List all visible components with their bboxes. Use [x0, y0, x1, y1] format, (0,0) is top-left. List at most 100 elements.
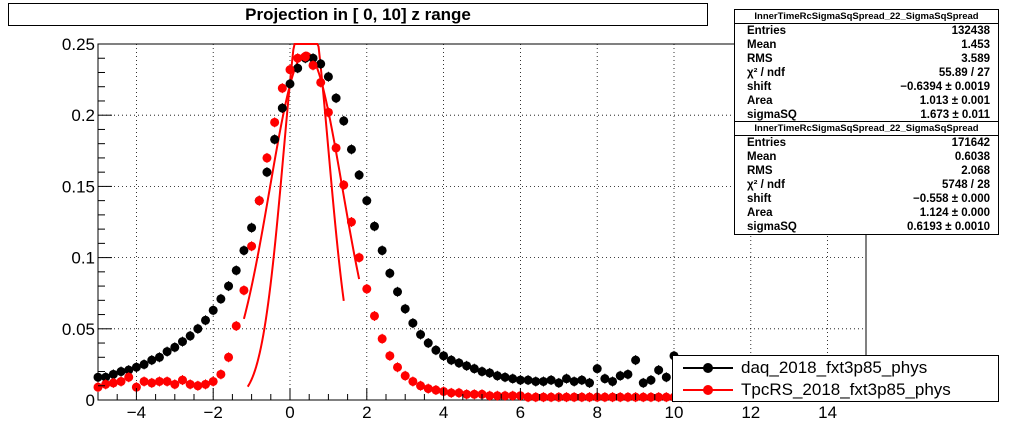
- data-point: [585, 392, 595, 402]
- data-point: [208, 305, 218, 315]
- data-point: [615, 392, 625, 402]
- data-point: [101, 379, 111, 389]
- y-tick-label: 0.05: [62, 320, 95, 339]
- data-point: [177, 375, 187, 385]
- data-point: [531, 392, 541, 402]
- data-point: [270, 134, 280, 144]
- data-point: [377, 245, 387, 255]
- data-point: [531, 376, 541, 386]
- data-point: [431, 385, 441, 395]
- data-point: [262, 153, 272, 163]
- data-point: [369, 221, 379, 231]
- data-point: [485, 391, 495, 401]
- data-point: [170, 379, 180, 389]
- data-point: [446, 355, 456, 365]
- data-point: [139, 376, 149, 386]
- data-point: [615, 371, 625, 381]
- data-point: [608, 392, 618, 402]
- stats-row: Area 1.013 ± 0.001: [747, 95, 990, 107]
- legend-label: TpcRS_2018_fxt3p85_phys: [741, 380, 951, 399]
- data-point: [293, 63, 303, 73]
- data-point: [308, 60, 318, 70]
- data-point: [201, 315, 211, 325]
- data-point: [139, 359, 149, 369]
- x-tick-label: 12: [741, 403, 760, 422]
- data-point: [323, 72, 333, 82]
- data-point: [500, 372, 510, 382]
- data-point: [492, 371, 502, 381]
- y-tick-label: 0.1: [71, 249, 95, 268]
- data-point: [208, 376, 218, 386]
- data-point: [654, 365, 664, 375]
- data-point: [231, 265, 241, 275]
- data-point: [316, 59, 326, 69]
- data-point: [216, 294, 226, 304]
- data-point: [538, 392, 548, 402]
- data-point: [154, 352, 164, 362]
- data-point: [316, 77, 326, 87]
- data-series: [93, 51, 694, 403]
- data-point: [224, 281, 234, 291]
- data-point: [508, 391, 518, 401]
- stats-row: Mean 1.453: [747, 39, 990, 51]
- data-point: [224, 352, 234, 362]
- data-point: [508, 374, 518, 384]
- data-point: [393, 362, 403, 372]
- data-point: [108, 378, 118, 388]
- data-point: [439, 351, 449, 361]
- data-point: [323, 107, 333, 117]
- stats-row: χ² / ndf 5748 / 28: [747, 179, 990, 191]
- legend-entry-daq: daq_2018_fxt3p85_phys: [673, 357, 998, 379]
- data-point: [462, 389, 472, 399]
- data-point: [469, 364, 479, 374]
- legend-marker: [703, 363, 713, 373]
- data-point: [385, 268, 395, 278]
- data-point: [515, 375, 525, 385]
- data-point: [170, 342, 180, 352]
- data-point: [454, 358, 464, 368]
- data-point: [354, 253, 364, 263]
- x-tick-label: 10: [665, 403, 684, 422]
- x-tick-label: 2: [362, 403, 371, 422]
- data-point: [239, 285, 249, 295]
- data-point: [124, 365, 134, 375]
- data-point: [646, 392, 656, 402]
- data-point: [592, 364, 602, 374]
- stats-row: sigmaSQ 0.6193 ± 0.0010: [747, 221, 990, 233]
- data-point: [124, 372, 134, 382]
- data-point: [339, 116, 349, 126]
- data-point: [362, 196, 372, 206]
- stats-row: RMS 2.068: [747, 165, 990, 177]
- data-point: [600, 374, 610, 384]
- data-point: [116, 376, 126, 386]
- data-point: [346, 217, 356, 227]
- x-tick-label: −2: [204, 403, 223, 422]
- data-point: [485, 368, 495, 378]
- data-point: [546, 392, 556, 402]
- y-tick-label: 0.25: [62, 35, 95, 54]
- data-point: [247, 223, 257, 233]
- data-point: [454, 388, 464, 398]
- data-point: [638, 392, 648, 402]
- data-point: [216, 369, 226, 379]
- data-point: [500, 391, 510, 401]
- data-point: [116, 367, 126, 377]
- legend-label: daq_2018_fxt3p85_phys: [741, 358, 928, 377]
- x-tick-label: 4: [439, 403, 448, 422]
- stats-row: sigmaSQ 1.673 ± 0.011: [747, 109, 990, 121]
- stats-row: RMS 3.589: [747, 53, 990, 65]
- legend: daq_2018_fxt3p85_phys TpcRS_2018_fxt3p85…: [672, 355, 999, 402]
- y-tick-label: 0.2: [71, 106, 95, 125]
- data-point: [285, 65, 295, 75]
- data-point: [469, 389, 479, 399]
- data-point: [285, 79, 295, 89]
- data-point: [362, 284, 372, 294]
- data-point: [339, 180, 349, 190]
- data-point: [346, 144, 356, 154]
- data-point: [162, 347, 172, 357]
- data-point: [600, 392, 610, 402]
- stats-header: InnerTimeRcSigmaSqSpread_22_SigmaSqSprea…: [735, 122, 998, 136]
- axis-ticks: −4 −2 0 2 4 6 8 10 12 14 0 0.05 0.1 0.15 0.2 0.25: [62, 35, 867, 422]
- data-point: [308, 53, 318, 63]
- series-daq_2018_fxt3p85_phys: [93, 53, 694, 388]
